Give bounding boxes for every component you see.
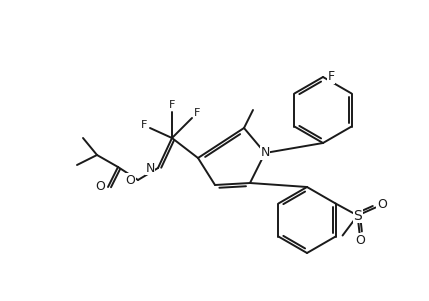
Text: O: O bbox=[355, 234, 365, 247]
Text: F: F bbox=[194, 108, 200, 118]
Text: F: F bbox=[140, 120, 147, 130]
Text: O: O bbox=[95, 181, 105, 194]
Text: O: O bbox=[125, 173, 135, 187]
Text: S: S bbox=[353, 209, 362, 222]
Text: O: O bbox=[377, 198, 387, 211]
Text: N: N bbox=[145, 162, 155, 175]
Text: N: N bbox=[260, 147, 270, 160]
Text: F: F bbox=[327, 70, 335, 83]
Text: F: F bbox=[169, 100, 175, 110]
